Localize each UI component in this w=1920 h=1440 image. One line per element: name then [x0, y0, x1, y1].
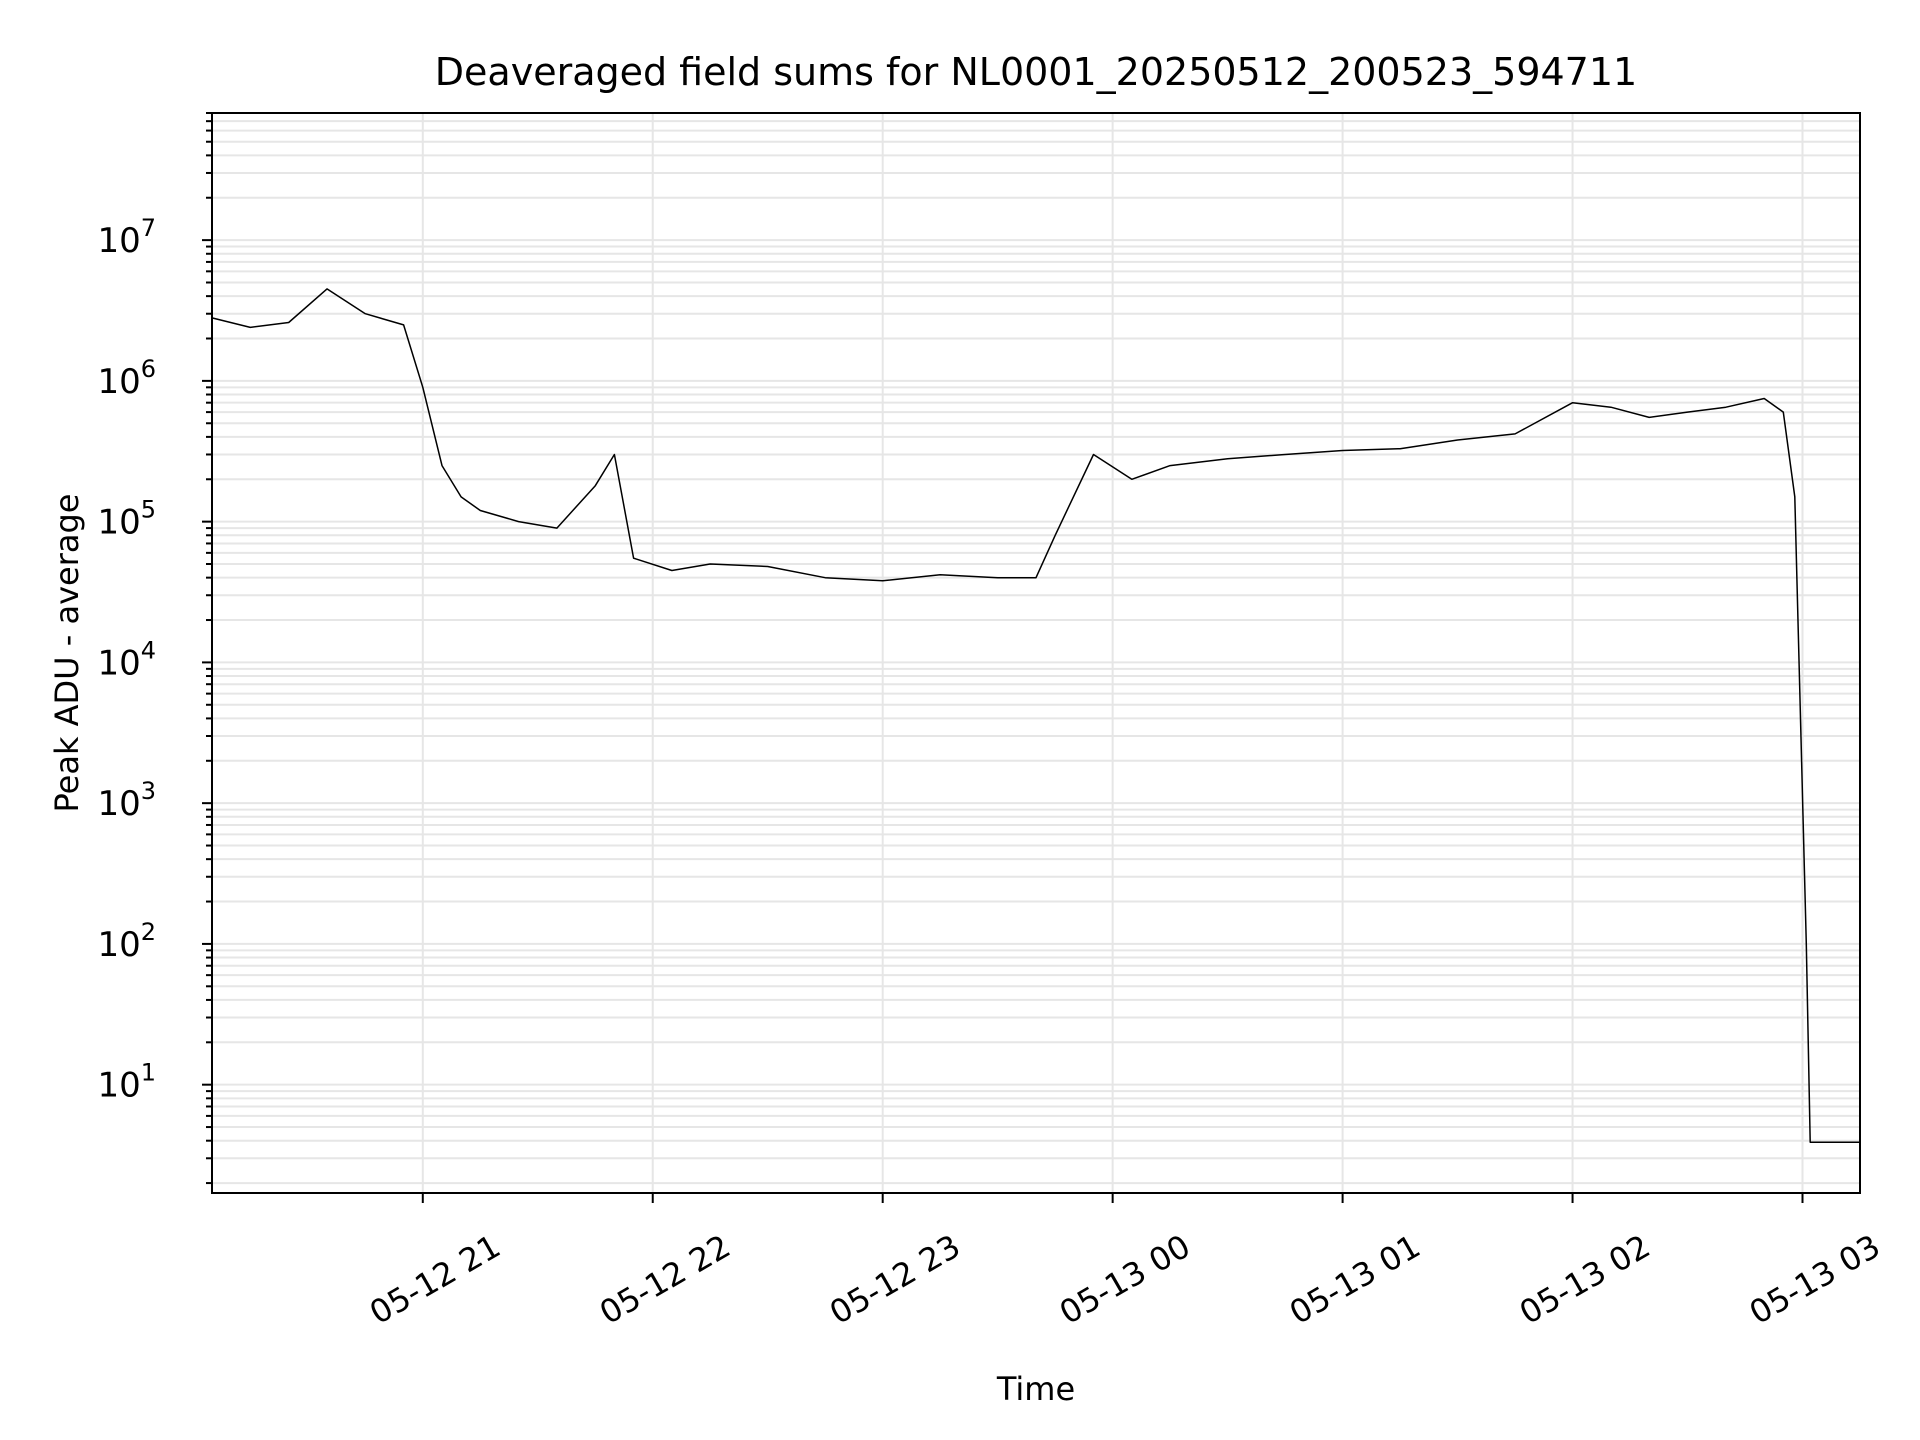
y-axis-label: Peak ADU - average: [48, 494, 86, 813]
series-line: [211, 288, 1860, 1143]
chart-title: Deaveraged field sums for NL0001_2025051…: [435, 50, 1637, 94]
plot-frame: [211, 112, 1861, 1194]
grid: [212, 112, 1860, 1193]
x-axis: 05-12 21 05-12 22 05-12 23 05-13 00 05-13 01…: [363, 1193, 1887, 1332]
y-axis: 101 102 103 104 105 106 107: [97, 112, 212, 1185]
y-tick-label: 103: [97, 777, 156, 824]
x-tick-label: 05-12 21: [363, 1227, 507, 1332]
y-tick-label: 102: [97, 918, 156, 965]
y-tick-label: 104: [97, 636, 156, 683]
y-tick-label: 105: [97, 496, 156, 543]
data-series: [211, 288, 1860, 1143]
x-tick-label: 05-13 03: [1743, 1227, 1887, 1332]
x-tick-label: 05-13 02: [1513, 1227, 1657, 1332]
y-tick-label: 107: [97, 214, 156, 261]
x-axis-label: Time: [996, 1370, 1075, 1408]
x-tick-label: 05-12 22: [593, 1227, 737, 1332]
y-tick-label: 106: [97, 355, 156, 402]
x-tick-label: 05-13 01: [1283, 1227, 1427, 1332]
y-tick-label: 101: [97, 1059, 156, 1106]
x-tick-label: 05-13 00: [1053, 1227, 1197, 1332]
x-tick-label: 05-12 23: [823, 1227, 967, 1332]
